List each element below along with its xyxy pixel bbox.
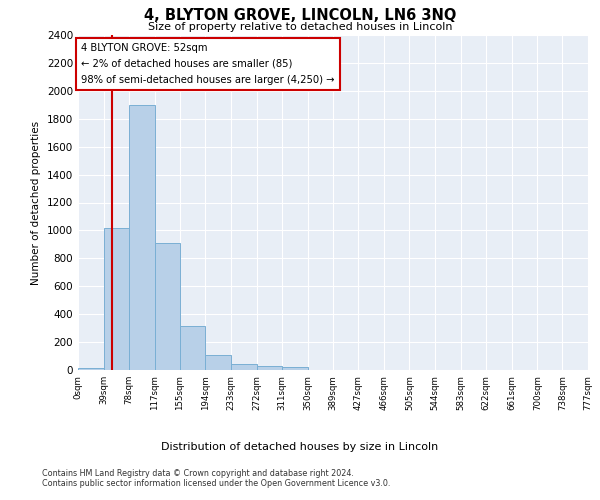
Text: Distribution of detached houses by size in Lincoln: Distribution of detached houses by size … xyxy=(161,442,439,452)
Text: 4 BLYTON GROVE: 52sqm
← 2% of detached houses are smaller (85)
98% of semi-detac: 4 BLYTON GROVE: 52sqm ← 2% of detached h… xyxy=(81,44,335,84)
Bar xyxy=(180,326,205,370)
Bar xyxy=(282,368,308,370)
Text: 4, BLYTON GROVE, LINCOLN, LN6 3NQ: 4, BLYTON GROVE, LINCOLN, LN6 3NQ xyxy=(144,8,456,22)
Text: Size of property relative to detached houses in Lincoln: Size of property relative to detached ho… xyxy=(148,22,452,32)
Bar xyxy=(231,364,257,370)
Bar xyxy=(205,356,231,370)
Bar xyxy=(129,105,155,370)
Bar xyxy=(104,228,129,370)
Bar xyxy=(78,368,104,370)
Text: Contains public sector information licensed under the Open Government Licence v3: Contains public sector information licen… xyxy=(42,478,391,488)
Y-axis label: Number of detached properties: Number of detached properties xyxy=(31,120,41,284)
Bar xyxy=(155,243,180,370)
Text: Contains HM Land Registry data © Crown copyright and database right 2024.: Contains HM Land Registry data © Crown c… xyxy=(42,468,354,477)
Bar xyxy=(257,366,282,370)
